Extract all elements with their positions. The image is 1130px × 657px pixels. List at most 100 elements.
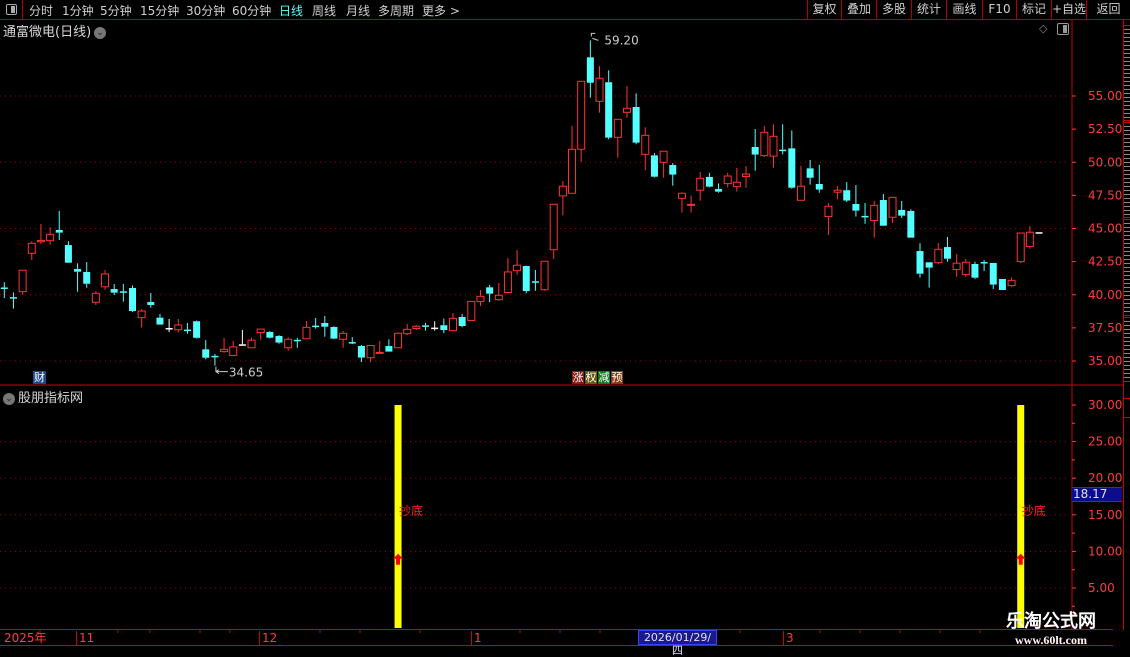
tab-period[interactable]: 月线 [346,4,371,18]
side-tab[interactable] [1124,317,1130,382]
tab-period[interactable]: 周线 [312,4,337,18]
candlestick [183,322,191,334]
side-tab[interactable] [1124,398,1130,418]
candlestick [659,150,668,178]
side-tab[interactable] [1124,122,1130,218]
candle-body [165,328,173,330]
tab-period[interactable]: 15分钟 [140,4,180,18]
candle-body [898,209,906,216]
candlestick [989,262,997,290]
y-tick-label: 10.00 [1088,544,1122,558]
candlestick [815,164,823,193]
tab-period[interactable]: 5分钟 [100,4,132,18]
candlestick [870,200,879,238]
candle-body [613,118,622,138]
candle-body [275,335,283,343]
toolbar-button[interactable]: 返回 [1086,0,1130,20]
candle-body [605,82,613,138]
x-label-year: 2025年 [4,631,47,645]
chevron-down-icon[interactable]: ⌄ [3,393,15,405]
candle-body [110,289,118,293]
tab-period[interactable]: 日线 [279,4,304,18]
candle-body [348,342,356,344]
candlestick [147,293,155,308]
candlestick [1016,232,1025,263]
candle-body [989,262,997,285]
event-badge[interactable]: 权 [585,371,597,384]
y-tick-label: 5.00 [1088,581,1115,595]
candlestick [1035,232,1043,234]
candle-body [27,242,36,254]
candle-body [843,190,851,201]
tab-period[interactable]: 60分钟 [232,4,272,18]
tab-period[interactable]: 30分钟 [186,4,226,18]
candle-body [448,317,457,332]
candlestick [284,337,293,351]
diamond-icon[interactable]: ◇ [1039,22,1048,35]
candle-body [9,297,17,299]
event-badge[interactable]: 涨 [572,371,584,384]
candlestick [934,243,943,265]
date-axis: 2025年 11 12 1 2026/01/29/四 3 [0,629,1113,657]
tab-period[interactable]: 多周期 [378,4,415,18]
candle-body [366,344,375,359]
toolbar-button[interactable]: +自选 [1051,0,1086,20]
toolbar-button[interactable]: 画线 [946,0,982,20]
candlestick [18,269,27,295]
candlestick [366,344,375,363]
side-tab[interactable] [1124,219,1130,316]
layout-toggle-button[interactable] [0,0,23,20]
signal-bar [1017,405,1025,628]
toolbar-button[interactable]: F10 [982,0,1016,20]
chevron-down-icon[interactable]: ⌄ [94,27,107,39]
candle-body [431,327,439,330]
candle-body [403,328,412,335]
candle-body [385,346,393,352]
candlestick [156,313,164,325]
candlestick [1007,277,1016,287]
event-badge[interactable]: 预 [611,371,623,384]
candle-body [696,177,705,191]
candle-body [202,349,210,358]
candle-body [760,131,769,157]
indicator-title[interactable]: ⌄ 股朋指标网 [3,387,83,406]
panel-toggle-icon[interactable] [1057,23,1069,35]
candlestick [925,262,933,288]
candle-body [677,192,686,199]
finance-badge[interactable]: 财 [33,371,46,384]
candlestick [46,227,55,245]
candle-body [669,165,677,175]
candle-body [339,332,348,340]
candlestick [9,292,17,309]
candlestick [971,261,979,279]
candlestick [779,124,787,155]
candlestick [193,320,201,339]
toolbar-button[interactable]: 统计 [911,0,946,20]
chart-title[interactable]: 通富微电(日线) ⌄ [3,21,107,40]
side-tab[interactable] [1124,25,1130,121]
event-badge[interactable]: 减 [598,371,610,384]
toolbar-button[interactable]: 复权 [807,0,841,20]
candle-body [907,211,915,238]
candlestick [531,269,539,291]
toolbar-button[interactable]: 叠加 [841,0,876,20]
toolbar-button[interactable]: 标记 [1016,0,1051,20]
tab-period[interactable]: 更多 > [422,4,460,18]
candlestick [1025,225,1034,249]
candle-body [549,203,558,251]
tab-period[interactable]: 1分钟 [62,4,94,18]
candlestick [27,241,36,261]
candle-body [952,262,961,271]
candle-body [174,324,183,331]
candle-body [779,149,787,152]
low-price-label: 34.65 [229,366,263,380]
candlestick [229,340,238,357]
toolbar-button[interactable]: 多股 [876,0,911,20]
tab-period[interactable]: 分时 [29,4,54,18]
candlestick [952,253,961,277]
candlestick [64,241,72,263]
candlestick [760,125,769,157]
candle-body [961,261,970,276]
candlestick [422,322,430,331]
